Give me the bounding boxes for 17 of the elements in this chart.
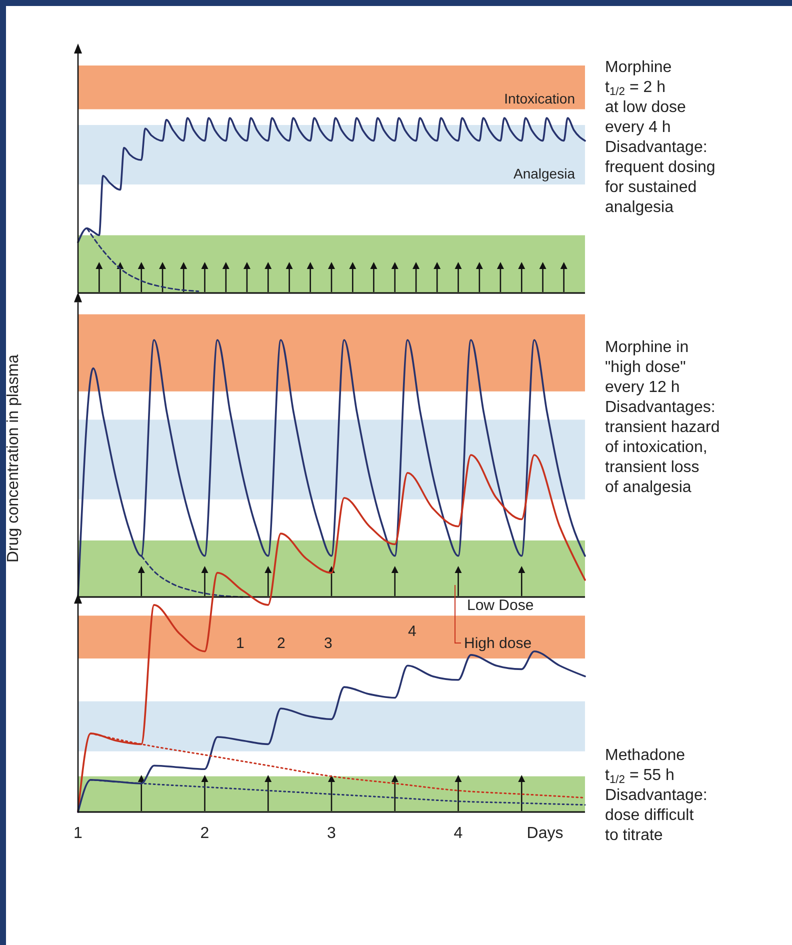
text: Morphine in "high dose" every 12 h Disadvantages: transient hazard of intoxication, transient loss of analgesia (605, 339, 720, 496)
annotation: 4 (408, 623, 416, 640)
annotation: High dose (464, 635, 532, 652)
annotation: 1 (236, 635, 244, 652)
text: Methadone t$_{1/2}$ = 55 h Disadvantage: dose difficult to titrate (605, 747, 708, 844)
annotation: 2 (277, 635, 286, 652)
text: Morphine t$_{1/2}$ = 2 h at low dose every 4 h Disadvantage: frequent dosing for sustained analgesia (605, 59, 716, 216)
x-tick-label: 1 (74, 825, 83, 842)
x-axis-title: Days (526, 825, 564, 842)
x-tick-label: 3 (327, 825, 336, 842)
band-label: Intoxication (504, 90, 575, 106)
annotation: 3 (324, 635, 332, 652)
y-axis-title: Drug concentration in plasma (5, 354, 22, 563)
x-tick-label: 2 (200, 825, 210, 842)
band-label: Analgesia (514, 166, 576, 182)
x-tick-label: 4 (454, 825, 463, 842)
annotation: Low Dose (467, 597, 534, 614)
